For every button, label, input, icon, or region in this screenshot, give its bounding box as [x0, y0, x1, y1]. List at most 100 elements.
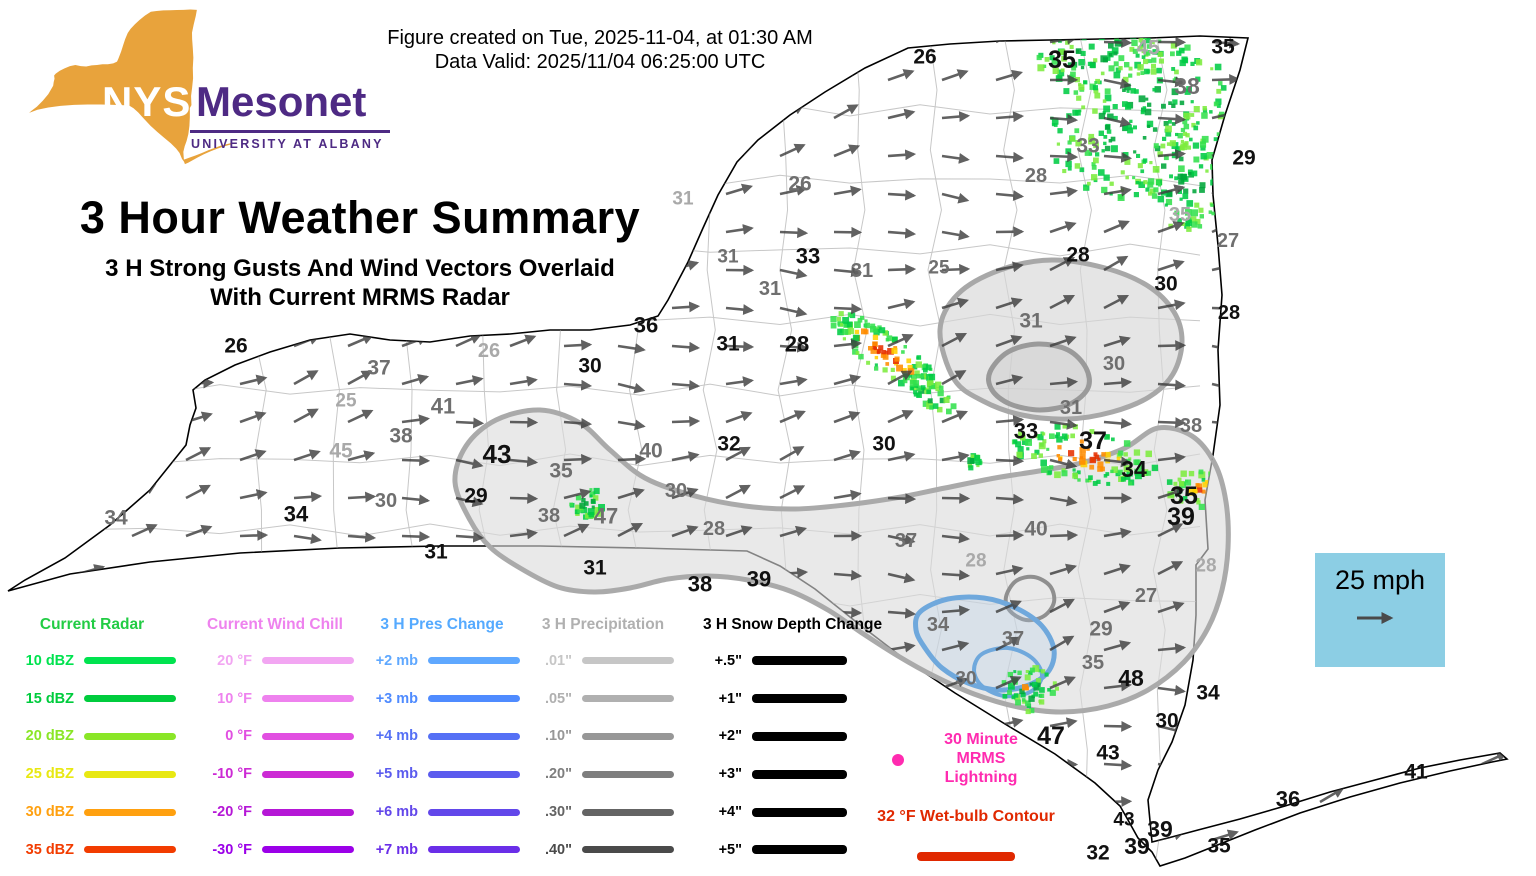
gust-value: 30 [1154, 273, 1177, 296]
gust-value: 26 [788, 173, 811, 196]
logo-mesonet-text: Mesonet [196, 78, 367, 125]
contour-precip-main [452, 407, 1231, 715]
legend-item-swatch [428, 846, 520, 854]
gust-value: 31 [759, 278, 781, 300]
legend-row: +4 mb [364, 718, 565, 756]
legend-item-label: +6 mb [375, 804, 418, 821]
gust-value: 35 [1048, 46, 1076, 74]
data-valid-line: Data Valid: 2025/11/04 06:25:00 UTC [434, 51, 766, 73]
legend-row: 20 °F [196, 642, 411, 680]
gust-value: 30 [1155, 710, 1178, 733]
gust-value: 30 [955, 669, 976, 690]
gust-value: 39 [1167, 503, 1195, 531]
gust-value: 40 [1024, 518, 1047, 541]
gust-value: 31 [717, 247, 739, 268]
legend-item-swatch [752, 807, 847, 817]
gust-value: 26 [478, 340, 500, 362]
gust-value: 40 [639, 440, 662, 463]
legend-item-swatch [262, 657, 354, 665]
gust-value: 28 [785, 332, 809, 357]
legend-snow: 3 H Snow Depth Change +.5" +1" +2" +3" +4" +5" [698, 616, 972, 869]
legend-item-swatch [428, 770, 520, 778]
legend-item-label: 10 dBZ [25, 652, 74, 669]
gust-value: 27 [1217, 230, 1239, 252]
legend-row: +5 mb [364, 755, 565, 793]
legend-item-label: .10" [544, 728, 572, 745]
gust-value: 28 [1066, 244, 1090, 267]
legend-row: -30 °F [196, 831, 411, 869]
legend-item-swatch [428, 808, 520, 816]
legend-item-label: +3" [718, 766, 742, 783]
legend-item-label: +1" [718, 690, 742, 707]
gust-value: 38 [538, 505, 560, 527]
legend-item-swatch [582, 695, 674, 703]
legend-row: .40" [532, 831, 725, 869]
wetbulb-label: 32 °F Wet-bulb Contour [877, 808, 1055, 825]
lightning-legend: 30 Minute MRMS Lightning [882, 730, 1060, 787]
gust-value: 31 [1060, 397, 1082, 419]
legend-item-swatch [752, 769, 847, 779]
page-subtitle: 3 H Strong Gusts And Wind Vectors Overla… [40, 254, 680, 312]
legend-radar: Current Radar 10 dBZ 15 dBZ 20 dBZ 25 dBZ 30 … [8, 616, 196, 869]
gust-value: 38 [389, 425, 413, 448]
legend-item-swatch [262, 808, 354, 816]
legend-row: -10 °F [196, 755, 411, 793]
legend-item-label: 10 °F [217, 690, 252, 707]
legend-row: +.5" [698, 642, 972, 680]
legend-item-label: .05" [544, 690, 572, 707]
contour-pres-blue-inner [972, 645, 1044, 699]
lightning-dot-icon [892, 754, 904, 766]
lightning-label-line1: 30 Minute [944, 731, 1018, 748]
gust-value: 32 [1086, 842, 1109, 865]
gust-value: 31 [672, 189, 694, 210]
wind-scale-value: 25 mph [1334, 565, 1426, 595]
gust-value: 37 [1002, 628, 1024, 650]
legend-item-swatch [262, 770, 354, 778]
wetbulb-contour-swatch [917, 852, 1015, 861]
gust-value: 47 [1037, 722, 1065, 750]
legend-item-label: .01" [544, 652, 572, 669]
gust-value: 26 [913, 46, 936, 69]
gust-value: 45 [329, 440, 353, 463]
legend-row: .10" [532, 718, 725, 756]
legend-item-swatch [84, 846, 176, 854]
gust-value: 45 [1136, 37, 1160, 60]
wind-scale-arrow-icon [1357, 612, 1394, 624]
gust-value: 38 [1180, 415, 1202, 437]
legend-row: +6 mb [364, 793, 565, 831]
gust-value: 29 [1089, 618, 1112, 641]
legend-row: 35 dBZ [8, 831, 196, 869]
legend-item-label: -30 °F [212, 841, 252, 858]
subtitle-line-2: With Current MRMS Radar [210, 284, 510, 311]
gust-value: 29 [1232, 147, 1255, 170]
legend-item-swatch [84, 695, 176, 703]
legend-row: .30" [532, 793, 725, 831]
legend-row: 0 °F [196, 718, 411, 756]
legend-item-label: 0 °F [225, 728, 252, 745]
gust-value: 31 [583, 557, 607, 580]
legend-item-swatch [582, 846, 674, 854]
gust-value: 35 [1207, 835, 1231, 858]
legend-item-swatch [262, 695, 354, 703]
gust-value: 28 [703, 518, 725, 540]
legend-title-radar: Current Radar [39, 616, 145, 633]
legend-title-precip: 3 H Precipitation [541, 616, 665, 633]
legend-item-swatch [752, 694, 847, 704]
legend-row: 20 dBZ [8, 718, 196, 756]
legend-item-label: 35 dBZ [25, 841, 74, 858]
gust-value: 41 [431, 394, 455, 419]
gust-value: 48 [1118, 665, 1144, 691]
legend-row: 30 dBZ [8, 793, 196, 831]
gust-value: 38 [688, 572, 712, 597]
gust-value: 31 [851, 260, 873, 282]
legend-item-label: +.5" [714, 652, 742, 669]
gust-value: 30 [375, 490, 397, 512]
legend-item-swatch [262, 846, 354, 854]
legend-item-label: .40" [544, 841, 572, 858]
gust-value: 43 [483, 439, 512, 469]
legend-item-swatch [752, 731, 847, 741]
page-title: 3 Hour Weather Summary [79, 192, 641, 243]
gust-value: 30 [665, 480, 687, 502]
legend-item-swatch [582, 657, 674, 665]
